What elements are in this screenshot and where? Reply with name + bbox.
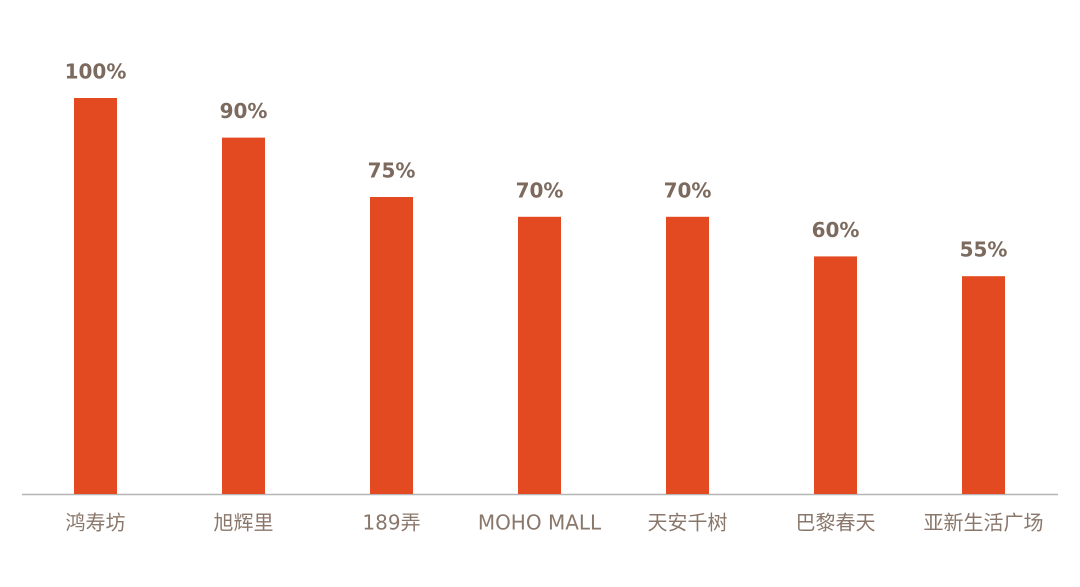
bar	[518, 216, 561, 495]
x-tick-label: 天安千树	[648, 511, 728, 535]
data-label: 100%	[65, 60, 127, 84]
bar	[814, 256, 857, 494]
x-tick-label: 巴黎春天	[796, 511, 876, 535]
x-tick-label: 亚新生活广场	[924, 511, 1044, 535]
x-tick-label: 旭辉里	[214, 511, 274, 535]
data-label: 75%	[368, 159, 416, 183]
data-label: 70%	[664, 178, 712, 202]
data-label: 90%	[220, 99, 268, 123]
bar	[74, 98, 117, 494]
bar	[370, 197, 413, 494]
data-label: 60%	[812, 218, 860, 242]
x-tick-label: MOHO MALL	[478, 511, 602, 535]
data-label: 70%	[516, 178, 564, 202]
bar	[222, 137, 265, 494]
bar	[962, 276, 1005, 494]
x-tick-label: 189弄	[362, 511, 420, 535]
bar	[666, 216, 709, 495]
x-tick-label: 鸿寿坊	[66, 511, 126, 535]
data-label: 55%	[960, 238, 1008, 262]
